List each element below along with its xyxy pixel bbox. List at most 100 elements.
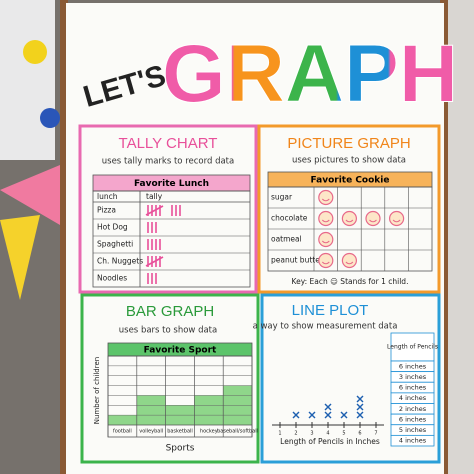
tick-label: 5 xyxy=(342,431,345,437)
measurement-label: 2 inches xyxy=(399,405,427,413)
heading: BAR GRAPH xyxy=(126,303,214,320)
rule xyxy=(340,411,348,419)
bar xyxy=(136,395,166,425)
x-mark xyxy=(356,411,364,419)
smileys xyxy=(318,189,334,206)
tally-marks xyxy=(145,256,164,267)
tally-marks xyxy=(147,239,161,250)
measurement-label: 6 inches xyxy=(399,415,427,423)
subtitle: uses bars to show data xyxy=(119,326,217,336)
x-mark xyxy=(356,395,364,403)
plot-frame xyxy=(107,355,253,438)
rule xyxy=(308,411,316,419)
smile xyxy=(321,261,330,265)
pompom xyxy=(40,108,60,128)
measurement-label: 3 inches xyxy=(399,373,427,381)
rule xyxy=(356,411,364,419)
x-mark xyxy=(324,403,332,411)
rule xyxy=(324,403,332,411)
smile xyxy=(345,219,354,223)
tick-label: 6 xyxy=(358,431,361,437)
x-mark xyxy=(324,411,332,419)
smile xyxy=(321,240,330,244)
smiley xyxy=(318,252,334,269)
x-mark xyxy=(308,411,316,419)
table-title: Favorite Sport xyxy=(144,346,217,356)
heading: LINE PLOT xyxy=(292,302,369,319)
measurement-label: 4 inches xyxy=(399,394,427,402)
smiley xyxy=(365,210,381,227)
measurement-label: 5 inches xyxy=(399,426,427,434)
tally-marks xyxy=(147,222,157,233)
x-mark xyxy=(340,411,348,419)
measurement-label: 6 inches xyxy=(399,362,427,370)
subtitle: uses tally marks to record data xyxy=(102,157,234,167)
tally-marks xyxy=(145,205,181,216)
pompom xyxy=(23,40,47,64)
bar xyxy=(108,415,137,425)
category-label: football xyxy=(113,429,132,435)
table-title: Length of Pencils xyxy=(387,344,438,351)
subtitle: a way to show measurement data xyxy=(253,322,398,332)
row-label: oatmeal xyxy=(271,235,302,244)
table xyxy=(92,190,251,288)
rule xyxy=(356,403,364,411)
category-label: hockey xyxy=(200,429,218,435)
smile xyxy=(369,219,377,223)
row-label: Ch. Nuggets xyxy=(97,257,143,266)
x-label: Length of Pencils in Inches xyxy=(280,437,380,446)
tally-frame xyxy=(78,124,258,294)
picture-frame xyxy=(257,124,441,294)
row-label: sugar xyxy=(271,193,293,202)
smile xyxy=(345,261,354,265)
table-title-bg xyxy=(390,332,435,362)
tick-label: 2 xyxy=(294,431,297,437)
rule xyxy=(145,205,164,216)
key: Key: Each ☺ Stands for 1 child. xyxy=(292,277,409,286)
smiley xyxy=(318,210,334,227)
category-label: basketball xyxy=(167,429,193,435)
bar xyxy=(194,395,224,425)
measurement-label: 4 inches xyxy=(399,437,427,445)
table-title: Favorite Cookie xyxy=(311,176,390,186)
smiley xyxy=(318,231,334,248)
smile xyxy=(321,219,330,223)
row-label: peanut butter xyxy=(271,256,324,265)
row-label: chocolate xyxy=(271,214,308,223)
row-label: Hot Dog xyxy=(97,223,128,232)
smileys xyxy=(318,210,405,227)
smileys xyxy=(318,231,334,248)
row-label: Noodles xyxy=(97,274,127,283)
tick-label: 7 xyxy=(374,431,377,437)
x-mark xyxy=(356,403,364,411)
rule xyxy=(292,411,300,419)
category-label: volleyball xyxy=(139,429,163,435)
category-label: baseball/softball xyxy=(217,429,258,435)
rule xyxy=(145,256,164,267)
smiley xyxy=(341,252,357,269)
smiley xyxy=(318,189,334,206)
row-label: Pizza xyxy=(97,206,116,215)
easel xyxy=(60,0,68,474)
tick-label: 1 xyxy=(278,431,281,437)
heading: PICTURE GRAPH xyxy=(287,135,410,152)
column-header: tally xyxy=(146,192,163,201)
smiley xyxy=(389,210,405,227)
smile xyxy=(392,219,401,223)
smileys xyxy=(318,252,357,269)
smile xyxy=(321,198,330,202)
measurement-label: 6 inches xyxy=(399,384,427,392)
tick-label: 3 xyxy=(310,431,313,437)
bar-frame xyxy=(80,293,260,464)
heading: TALLY CHART xyxy=(119,135,218,152)
smiley xyxy=(341,210,357,227)
x-mark xyxy=(292,411,300,419)
title-graph: GRAPH xyxy=(162,29,458,120)
table-cell xyxy=(390,434,435,447)
row-label: Spaghetti xyxy=(97,240,133,249)
rule xyxy=(356,395,364,403)
tally-marks xyxy=(147,273,157,284)
tick-label: 4 xyxy=(326,431,329,437)
whiteboard xyxy=(0,0,55,160)
